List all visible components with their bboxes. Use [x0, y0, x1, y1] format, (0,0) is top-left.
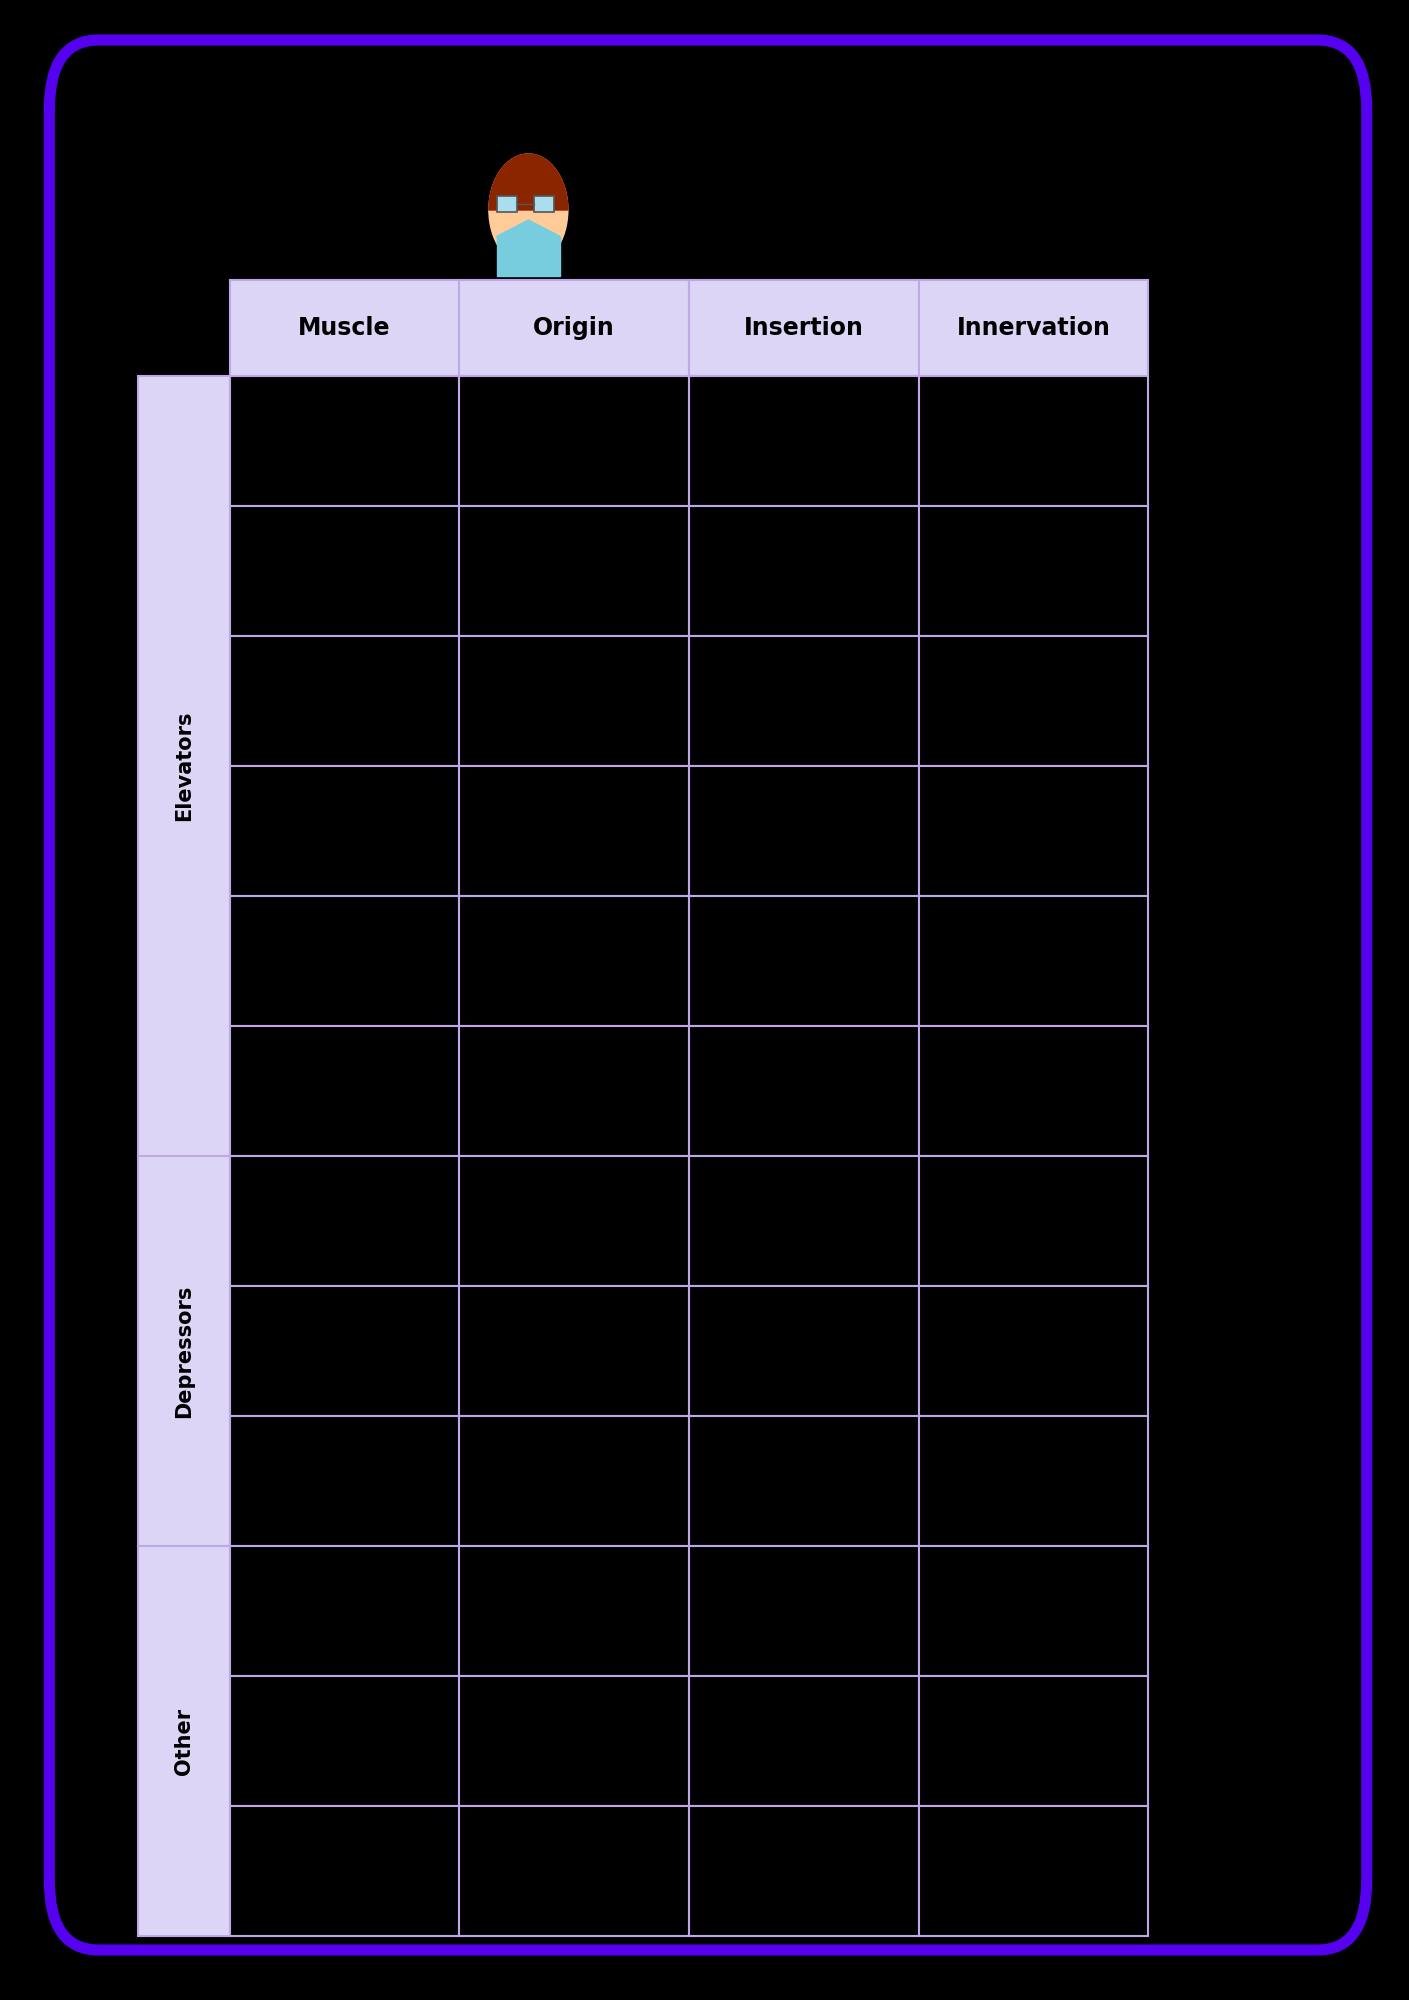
Bar: [689, 1546, 919, 1676]
Bar: [919, 1546, 1148, 1676]
Bar: [689, 1026, 919, 1156]
Bar: [459, 1546, 689, 1676]
Text: Other: Other: [173, 1708, 194, 1774]
Bar: [459, 506, 689, 636]
Bar: [497, 236, 559, 276]
Bar: [919, 1806, 1148, 1936]
Bar: [919, 1676, 1148, 1806]
Bar: [230, 1806, 459, 1936]
Bar: [919, 896, 1148, 1026]
Bar: [689, 636, 919, 766]
Text: Muscle: Muscle: [299, 316, 390, 340]
Bar: [459, 636, 689, 766]
Bar: [230, 376, 459, 506]
Bar: [919, 280, 1148, 376]
Bar: [230, 636, 459, 766]
Bar: [689, 766, 919, 896]
Bar: [459, 280, 689, 376]
Bar: [919, 506, 1148, 636]
Bar: [459, 1156, 689, 1286]
Bar: [689, 506, 919, 636]
Bar: [919, 766, 1148, 896]
Text: Origin: Origin: [533, 316, 616, 340]
Bar: [459, 1676, 689, 1806]
Bar: [919, 636, 1148, 766]
Bar: [459, 766, 689, 896]
Bar: [689, 1806, 919, 1936]
Bar: [689, 376, 919, 506]
Bar: [230, 1026, 459, 1156]
Bar: [230, 1416, 459, 1546]
Bar: [497, 196, 517, 212]
Bar: [459, 1026, 689, 1156]
Bar: [138, 376, 230, 1156]
Bar: [138, 1156, 230, 1546]
Bar: [689, 1676, 919, 1806]
Bar: [230, 896, 459, 1026]
FancyBboxPatch shape: [49, 40, 1367, 1950]
Bar: [459, 1806, 689, 1936]
Bar: [689, 1156, 919, 1286]
Bar: [230, 1286, 459, 1416]
Text: Depressors: Depressors: [173, 1284, 194, 1418]
Text: Innervation: Innervation: [957, 316, 1110, 340]
Bar: [459, 376, 689, 506]
Bar: [919, 1156, 1148, 1286]
Bar: [919, 1286, 1148, 1416]
Wedge shape: [489, 154, 568, 210]
Bar: [919, 1416, 1148, 1546]
Bar: [459, 1416, 689, 1546]
Bar: [230, 506, 459, 636]
Text: Insertion: Insertion: [744, 316, 864, 340]
Text: Elevators: Elevators: [173, 710, 194, 822]
Bar: [919, 1026, 1148, 1156]
Bar: [919, 376, 1148, 506]
Bar: [459, 1286, 689, 1416]
Circle shape: [489, 154, 568, 266]
Bar: [459, 896, 689, 1026]
Bar: [689, 280, 919, 376]
Bar: [230, 766, 459, 896]
Bar: [230, 280, 459, 376]
Bar: [230, 1546, 459, 1676]
Bar: [230, 1676, 459, 1806]
Bar: [689, 896, 919, 1026]
Wedge shape: [497, 220, 559, 268]
Bar: [230, 1156, 459, 1286]
Bar: [534, 196, 554, 212]
Bar: [689, 1286, 919, 1416]
Bar: [138, 1546, 230, 1936]
Bar: [689, 1416, 919, 1546]
